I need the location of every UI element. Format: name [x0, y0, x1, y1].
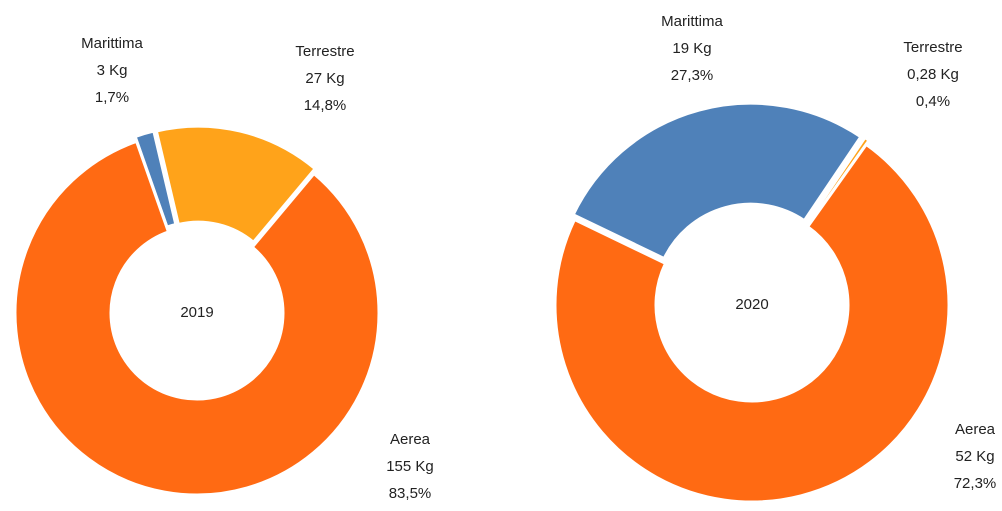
donut-slice [13, 139, 381, 497]
slice-kg: 27 Kg [305, 70, 344, 87]
donut-slice [571, 101, 863, 261]
slice-name: Terrestre [903, 39, 962, 56]
slice-name: Aerea [390, 431, 431, 448]
slice-percent: 83,5% [389, 485, 432, 502]
slice-name: Marittima [661, 13, 723, 30]
center-label: 2020 [735, 296, 768, 313]
donut-slice [154, 124, 318, 245]
slice-kg: 19 Kg [672, 40, 711, 57]
center-label: 2019 [180, 304, 213, 321]
slice-percent: 27,3% [671, 67, 714, 84]
slice-percent: 14,8% [304, 97, 347, 114]
slice-kg: 155 Kg [386, 458, 434, 475]
slice-percent: 0,4% [916, 93, 950, 110]
slice-kg: 3 Kg [97, 62, 128, 79]
slice-name: Marittima [81, 35, 143, 52]
donut-slice [553, 142, 951, 504]
slice-kg: 0,28 Kg [907, 66, 959, 83]
slice-percent: 1,7% [95, 89, 129, 106]
slice-percent: 72,3% [954, 475, 997, 492]
slice-name: Terrestre [295, 43, 354, 60]
slice-name: Aerea [955, 421, 996, 438]
slice-kg: 52 Kg [955, 448, 994, 465]
